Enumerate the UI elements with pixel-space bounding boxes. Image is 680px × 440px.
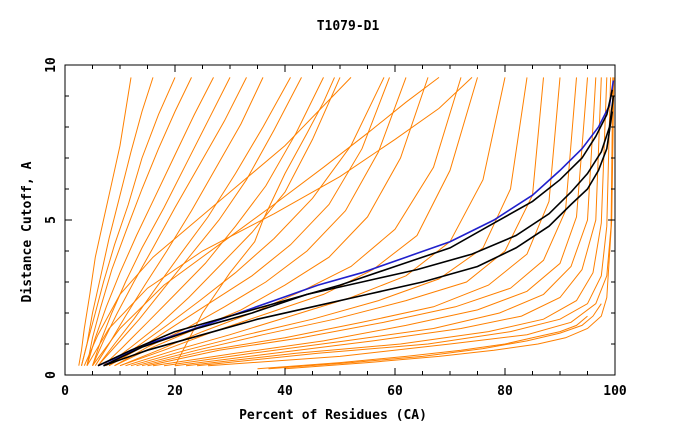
series-line-31	[83, 77, 352, 366]
series-line-7	[94, 77, 264, 366]
series-line-19	[130, 77, 528, 367]
series-line-20	[136, 77, 544, 367]
series-line-25	[174, 77, 602, 367]
series-line-39	[103, 111, 614, 367]
series-line-5	[92, 77, 231, 366]
series-line-3	[86, 77, 192, 366]
x-tick-label: 60	[387, 384, 403, 399]
x-axis-label: Percent of Residues (CA)	[239, 408, 427, 423]
series-line-8	[97, 77, 291, 367]
series-line-32	[174, 77, 335, 366]
series-line-12	[108, 77, 385, 367]
plot-frame	[64, 64, 616, 376]
x-tick-label: 20	[167, 384, 183, 399]
series-line-0	[78, 77, 132, 366]
x-tick-label: 80	[497, 384, 513, 399]
series-line-24	[163, 77, 597, 367]
x-tick-label: 100	[603, 384, 627, 399]
axis-ticks: 0 20 40 60 80 100 0 5 10	[44, 57, 627, 399]
series-line-29	[86, 77, 473, 366]
x-tick-label: 0	[61, 384, 69, 399]
series-line-22	[147, 77, 577, 367]
series-line-15	[114, 77, 429, 367]
series-line-34	[268, 303, 602, 370]
series-line-4	[86, 77, 214, 366]
series-line-33	[257, 315, 588, 370]
series-line-6	[92, 77, 247, 366]
series-line-30	[92, 77, 440, 366]
series-line-26	[185, 77, 608, 367]
y-tick-label: 0	[44, 371, 59, 379]
chart-title: T1079-D1	[317, 19, 380, 34]
series-line-17	[119, 77, 478, 367]
series-line-2	[81, 77, 176, 366]
series-line-28	[207, 77, 614, 367]
series-line-13	[108, 77, 390, 367]
plot-area	[78, 77, 615, 370]
series-line-1	[81, 77, 154, 366]
series-line-10	[103, 77, 324, 367]
series-line-27	[196, 77, 612, 367]
series-line-11	[105, 77, 341, 367]
y-axis-label: Distance Cutoff, A	[20, 161, 35, 302]
x-tick-label: 40	[277, 384, 293, 399]
series-line-9	[97, 77, 302, 367]
series-line-35	[284, 77, 615, 370]
series-line-38	[103, 95, 615, 367]
y-tick-label: 5	[44, 216, 59, 224]
series-line-37	[97, 89, 614, 367]
series-line-23	[152, 77, 588, 367]
y-tick-label: 10	[44, 57, 59, 73]
